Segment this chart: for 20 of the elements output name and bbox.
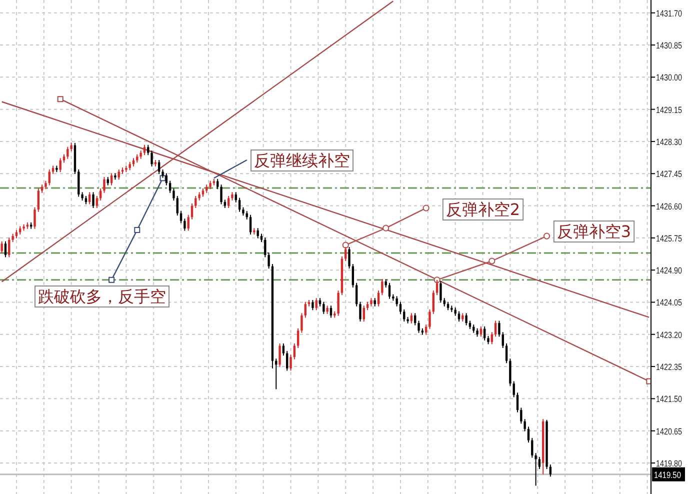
y-tick-label: 1424.05 xyxy=(656,298,689,308)
y-tick-label: 1431.70 xyxy=(656,8,689,18)
y-tick-label: 1423.20 xyxy=(656,330,689,340)
annotation: 反弹补空2 xyxy=(446,200,520,219)
y-tick-label: 1428.30 xyxy=(656,136,689,147)
y-tick-label: 1429.15 xyxy=(656,104,689,115)
y-tick-label: 1420.65 xyxy=(656,426,689,436)
y-tick-label: 1425.75 xyxy=(656,233,689,244)
y-tick-label: 1430.00 xyxy=(656,72,689,83)
y-tick-label: 1426.60 xyxy=(656,201,689,212)
y-tick-label: 1430.85 xyxy=(656,40,689,51)
annotation: 跌破砍多，反手空 xyxy=(38,287,166,306)
y-tick-label: 1421.50 xyxy=(656,394,689,404)
annotation: 反弹继续补空 xyxy=(254,151,350,170)
y-tick-label: 1419.80 xyxy=(656,458,689,468)
y-tick-label: 1427.45 xyxy=(656,169,689,180)
y-tick-label: 1422.35 xyxy=(656,362,689,372)
ref-line-label: 1419.50 xyxy=(654,470,687,480)
y-tick-label: 1424.90 xyxy=(656,266,689,276)
annotation: 反弹补空3 xyxy=(556,222,632,241)
